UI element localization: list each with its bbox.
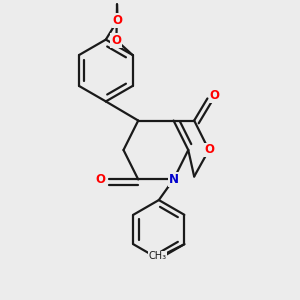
Text: CH₃: CH₃ (149, 251, 167, 261)
Text: O: O (111, 34, 122, 47)
Text: O: O (95, 173, 105, 186)
Text: O: O (210, 89, 220, 102)
Text: N: N (169, 173, 178, 186)
Text: O: O (204, 143, 214, 157)
Text: O: O (112, 14, 123, 27)
